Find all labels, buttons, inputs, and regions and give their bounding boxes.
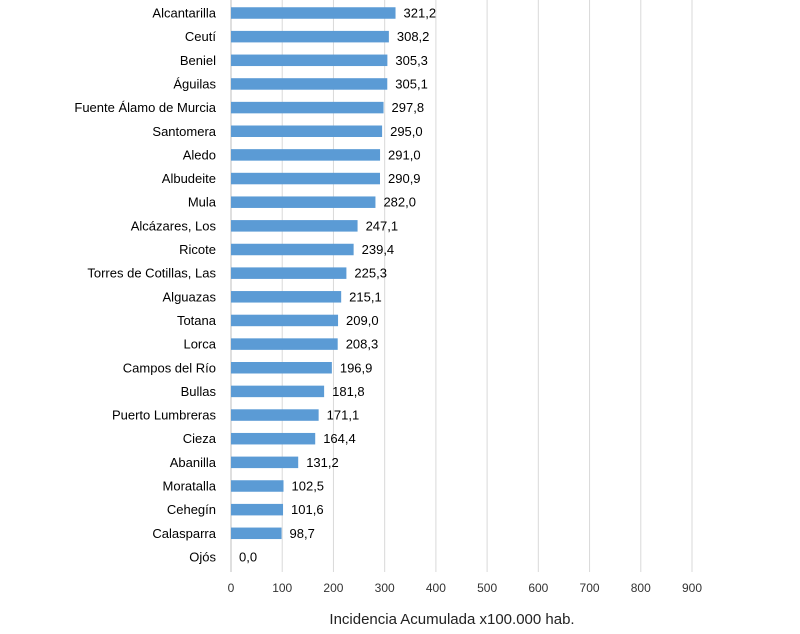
category-label: Beniel [180,53,216,68]
x-tick-label: 400 [426,581,446,595]
bar [231,196,376,208]
data-label: 308,2 [397,29,430,44]
data-label: 101,6 [291,502,324,517]
category-label: Moratalla [163,479,217,494]
data-label: 321,2 [404,6,437,21]
data-label: 290,9 [388,171,421,186]
data-label: 225,3 [354,266,387,281]
category-label: Ricote [179,242,216,257]
category-label: Campos del Río [123,360,216,375]
x-tick-label: 700 [580,581,600,595]
bar [231,30,389,43]
category-label: Alcantarilla [152,6,216,21]
x-tick-label: 600 [528,581,548,595]
category-label: Cehegín [167,502,216,517]
x-axis-title: Incidencia Acumulada x100.000 hab. [329,611,574,628]
bar [231,503,284,516]
bar [231,220,358,232]
category-label: Bullas [181,384,217,399]
bar [231,78,388,90]
bar [231,149,381,161]
category-label: Ojós [189,549,216,564]
bar [231,314,339,327]
data-label: 131,2 [306,455,339,470]
data-label: 164,4 [323,431,356,446]
data-label: 209,0 [346,313,379,328]
bar [231,527,282,540]
bar [231,125,383,137]
category-label: Albudeite [162,171,216,186]
category-label: Abanilla [170,455,217,470]
bar [231,456,299,469]
data-label: 291,0 [388,147,421,162]
category-label: Fuente Álamo de Murcia [74,100,216,115]
category-label: Alcázares, Los [131,218,217,233]
data-label: 239,4 [362,242,395,257]
bar [231,54,388,67]
x-tick-label: 0 [228,581,235,595]
category-label: Alguazas [163,289,217,304]
category-label: Aledo [183,147,216,162]
data-label: 171,1 [327,408,360,423]
bar [231,480,284,492]
category-label: Cieza [183,431,217,446]
x-tick-label: 100 [272,581,292,595]
value-labels: 321,2 308,2 305,3 305,1 297,8 295,0 291,0 290,9… [239,6,436,565]
x-tick-label: 300 [375,581,395,595]
bar [231,267,347,279]
bars [231,7,396,540]
category-label: Totana [177,313,217,328]
category-label: Santomera [152,124,216,139]
data-label: 181,8 [332,384,365,399]
data-label: 102,5 [292,479,325,494]
gridlines [230,0,693,572]
bar [231,385,325,398]
category-label: Lorca [183,337,216,352]
category-label: Torres de Cotillas, Las [87,266,216,281]
data-label: 282,0 [383,195,416,210]
bar [231,7,396,19]
bar [231,243,354,256]
category-labels: Alcantarilla Ceutí Beniel Águilas Fuente Ála… [74,6,216,565]
category-label: Calasparra [152,526,216,541]
category-label: Águilas [173,76,216,91]
data-label: 247,1 [366,218,399,233]
bar [231,291,342,303]
data-label: 295,0 [390,124,423,139]
category-label: Mula [188,195,217,210]
data-label: 98,7 [290,526,315,541]
bar [231,172,381,185]
x-tick-label: 900 [682,581,702,595]
category-label: Puerto Lumbreras [112,408,217,423]
data-label: 208,3 [346,337,379,352]
bar [231,338,338,350]
bar [231,409,319,421]
data-label: 297,8 [392,100,425,115]
x-tick-label: 500 [477,581,497,595]
x-tick-label: 800 [631,581,651,595]
bar [231,362,332,374]
data-label: 305,3 [395,53,428,68]
category-label: Ceutí [185,29,216,44]
bar [231,432,316,445]
x-tick-label: 200 [323,581,343,595]
bar [231,101,384,114]
data-label: 215,1 [349,289,382,304]
data-label: 305,1 [395,76,428,91]
x-axis-ticks: 0 100 200 300 400 500 600 700 800 900 [228,581,703,595]
data-label: 196,9 [340,360,373,375]
data-label: 0,0 [239,549,257,564]
